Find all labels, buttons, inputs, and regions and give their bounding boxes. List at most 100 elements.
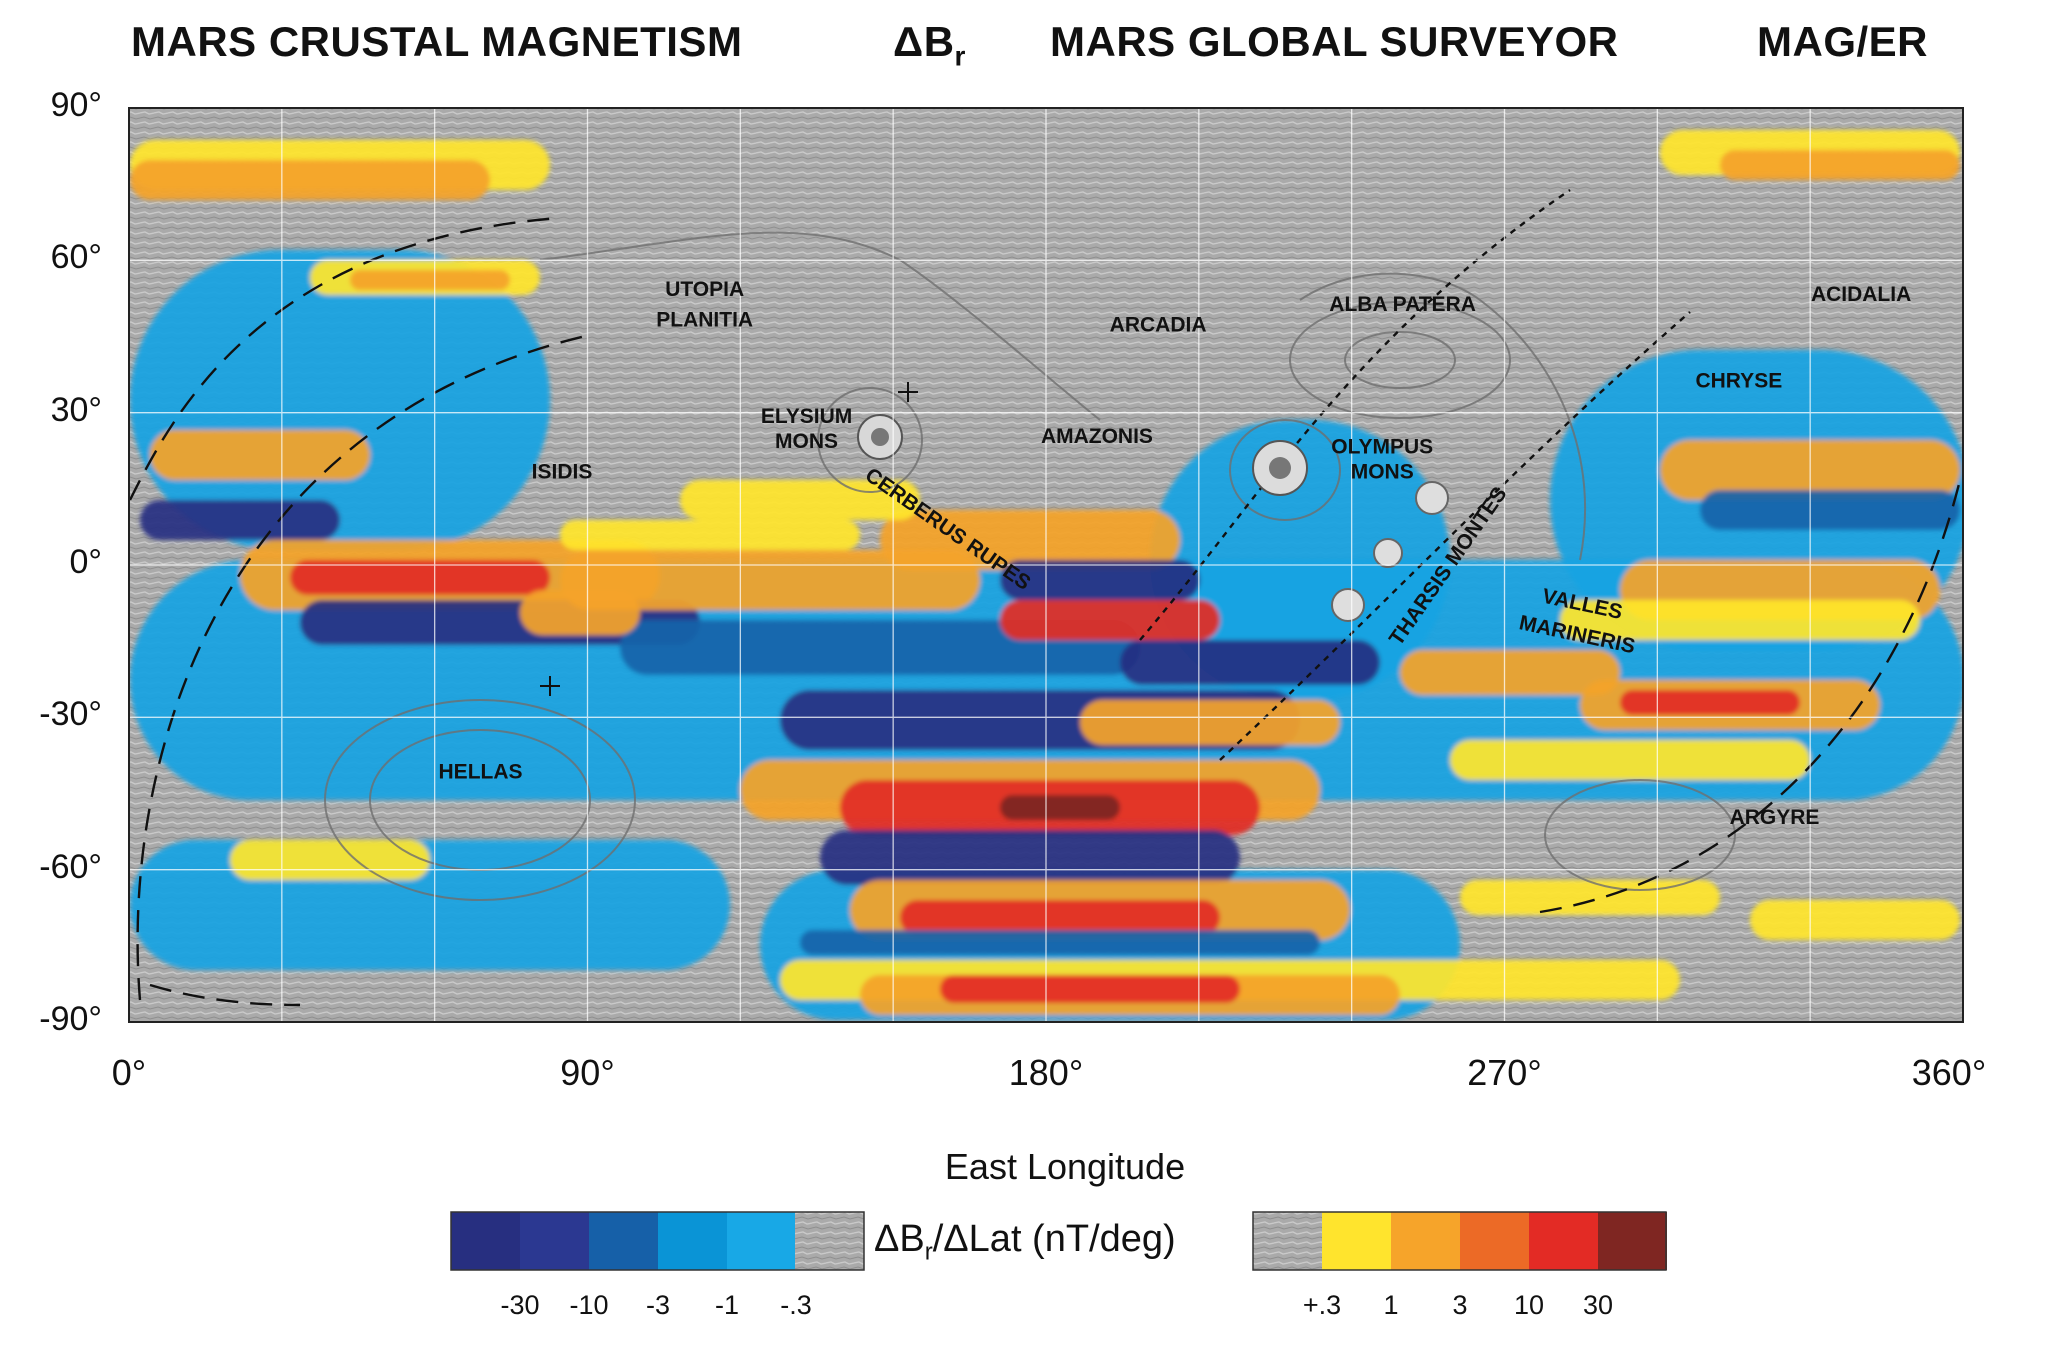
anomaly-band: [880, 510, 1180, 570]
olympus-contour: [1229, 419, 1341, 521]
dashed-arc-east: [1539, 479, 1962, 914]
y-tick-label: 90°: [50, 86, 102, 124]
delta-symbol: ΔB: [893, 18, 955, 65]
colorbar-swatch: [727, 1212, 796, 1270]
colorbar-tick-label: -10: [569, 1290, 609, 1320]
anomaly-band: [1150, 420, 1450, 700]
anomaly-band: [900, 900, 1220, 935]
elysium-mons-icon: [857, 414, 903, 460]
colorbar-negative: [451, 1212, 796, 1270]
anomaly-band: [1560, 600, 1920, 640]
anomaly-band: [1720, 150, 1960, 180]
feature-label: UTOPIA: [665, 278, 744, 301]
y-tick-label: -60°: [39, 847, 102, 886]
dichotomy-contour: [539, 231, 1101, 421]
map-title-center: MARS GLOBAL SURVEYOR: [1050, 18, 1619, 65]
feature-label: HELLAS: [439, 760, 523, 783]
colorbar-swatch: [589, 1212, 658, 1270]
feature-label: ELYSIUM: [761, 405, 852, 428]
x-tick-label: 0°: [111, 1052, 147, 1093]
anomaly-band: [1000, 600, 1220, 640]
colorbar-tick-label: +.3: [1302, 1290, 1342, 1320]
colorbar-swatch: [658, 1212, 727, 1270]
anomaly-band: [150, 430, 370, 480]
feature-label: AMAZONIS: [1041, 425, 1153, 448]
crosshair-icon: [540, 382, 918, 696]
map-frame: UTOPIA PLANITIA ARCADIA ALBA PATERA ACIDALIA…: [128, 107, 1964, 1023]
colorbar-neutral-right: [1253, 1212, 1322, 1270]
y-tick-label: -90°: [39, 1000, 102, 1038]
dashed-arc-west-inner: [136, 333, 591, 1001]
anomaly-band: [350, 270, 510, 290]
x-tick-label: 180°: [1008, 1052, 1084, 1093]
colorbar-tick-label: -.3: [780, 1290, 812, 1320]
anomaly-band: [140, 500, 340, 540]
cb-title-suffix: /ΔLat (nT/deg): [932, 1218, 1176, 1260]
colorbar-neutral-left: [795, 1212, 864, 1270]
colorbar-tick-label: 1: [1383, 1290, 1399, 1320]
volcanoes: [540, 382, 1449, 696]
x-tick-label: 270°: [1467, 1052, 1542, 1093]
feature-label: MONS: [775, 430, 838, 453]
anomaly-band: [1450, 740, 1810, 780]
x-tick-label: 90°: [560, 1052, 615, 1093]
cb-title-sub: r: [924, 1238, 933, 1266]
dashed-arc-west-outer: [129, 216, 561, 501]
anomaly-band: [1120, 640, 1380, 685]
elysium-contour: [817, 387, 923, 493]
colorbar-swatch: [451, 1212, 520, 1270]
y-tick-label: 0°: [69, 543, 102, 581]
map-title-right: MAG/ER: [1757, 18, 1928, 65]
colorbar-swatch: [1460, 1212, 1529, 1270]
anomaly-band: [1000, 795, 1120, 820]
colorbar-swatch: [1529, 1212, 1598, 1270]
colorbar-tick-label: 30: [1582, 1290, 1614, 1320]
anomaly-band: [800, 930, 1320, 955]
feature-label: ARGYRE: [1730, 806, 1820, 829]
feature-label: PLANITIA: [656, 308, 753, 331]
feature-label: ARCADIA: [1110, 313, 1207, 336]
graticule: [129, 108, 1963, 1022]
anomaly-band: [1000, 560, 1200, 600]
ascraeus-mons-icon: [1415, 481, 1449, 515]
colorbar-title: ΔBr/ΔLat (nT/deg): [874, 1218, 1176, 1267]
y-tick-label: 30°: [50, 390, 102, 429]
anomaly-band: [1080, 700, 1340, 745]
colorbar-swatch: [1322, 1212, 1391, 1270]
elevation-contours: [324, 231, 1736, 901]
map-title-left: MARS CRUSTAL MAGNETISM: [131, 18, 743, 65]
anomaly-band: [1620, 690, 1800, 715]
colorbar-tick-label: -30: [500, 1290, 540, 1320]
map-border: [128, 107, 1964, 1023]
pavonis-mons-icon: [1373, 538, 1403, 568]
feature-label: ACIDALIA: [1811, 283, 1911, 306]
alba-patera-contour: [1289, 301, 1511, 419]
argyre-contour: [1544, 779, 1736, 891]
colorbar-swatch: [520, 1212, 589, 1270]
anomaly-band: [820, 830, 1240, 885]
anomaly-band: [130, 840, 730, 970]
feature-label: OLYMPUS: [1331, 435, 1433, 458]
anomaly-band: [560, 520, 860, 550]
y-tick-label: 60°: [50, 238, 102, 277]
colorbar-positive: [1322, 1212, 1667, 1270]
anomaly-band: [940, 975, 1240, 1003]
colorbar-tick-label: -3: [645, 1290, 671, 1320]
colorbar-tick-label: 3: [1452, 1290, 1468, 1320]
delta-subscript: r: [954, 40, 966, 72]
anomaly-band: [1750, 900, 1960, 940]
y-tick-label: -30°: [39, 695, 102, 734]
dotted-arc-south: [1219, 311, 1691, 761]
anomaly-band: [130, 160, 490, 200]
olympus-mons-icon: [1252, 440, 1308, 496]
colorbar-tick-label: -1: [714, 1290, 740, 1320]
feature-label: CHRYSE: [1695, 369, 1782, 392]
x-axis-title: East Longitude: [944, 1146, 1186, 1187]
x-tick-label: 360°: [1911, 1052, 1987, 1093]
feature-label: ISIDIS: [532, 461, 593, 484]
delta-br-title: ΔBr: [893, 18, 966, 72]
feature-label: ALBA PATERA: [1329, 293, 1476, 316]
hellas-contour: [324, 699, 636, 901]
anomaly-band: [520, 590, 640, 635]
